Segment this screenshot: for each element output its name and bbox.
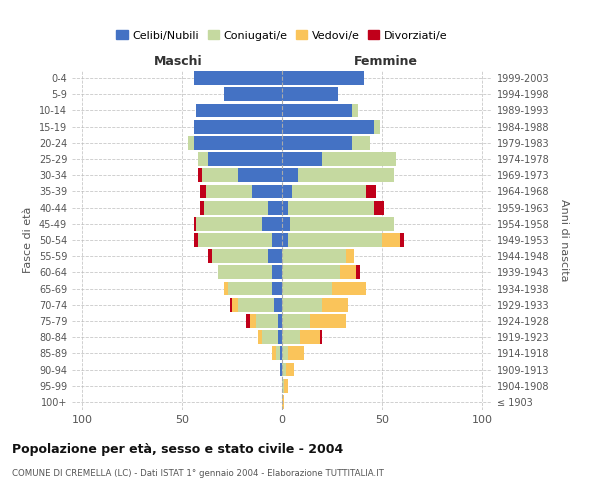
Bar (382, 233, 400, 247)
Bar (272, 266, 282, 280)
Bar (272, 282, 282, 296)
Bar (282, 233, 288, 247)
Bar (282, 152, 322, 166)
Text: Popolazione per età, sesso e stato civile - 2004: Popolazione per età, sesso e stato civil… (12, 442, 343, 456)
Legend: Celibi/Nubili, Coniugati/e, Vedovi/e, Divorziati/e: Celibi/Nubili, Coniugati/e, Vedovi/e, Di… (114, 28, 450, 43)
Bar (276, 346, 280, 360)
Bar (282, 314, 310, 328)
Bar (288, 346, 304, 360)
Bar (224, 88, 282, 101)
Bar (322, 152, 396, 166)
Bar (352, 136, 370, 149)
Bar (208, 250, 212, 263)
Bar (262, 330, 278, 344)
Bar (340, 266, 356, 280)
Bar (298, 168, 394, 182)
Bar (204, 200, 268, 214)
Bar (280, 346, 282, 360)
Bar (322, 298, 348, 312)
Bar (250, 314, 256, 328)
Bar (310, 314, 346, 328)
Bar (282, 120, 374, 134)
Bar (374, 120, 380, 134)
Bar (238, 298, 274, 312)
Bar (194, 233, 198, 247)
Bar (212, 250, 268, 263)
Bar (300, 330, 320, 344)
Bar (282, 88, 338, 101)
Bar (374, 200, 384, 214)
Bar (290, 217, 394, 230)
Bar (282, 168, 298, 182)
Bar (282, 250, 346, 263)
Bar (282, 346, 288, 360)
Bar (194, 217, 196, 230)
Bar (282, 184, 292, 198)
Bar (288, 200, 374, 214)
Bar (202, 168, 238, 182)
Bar (284, 379, 288, 392)
Bar (280, 362, 282, 376)
Bar (218, 266, 272, 280)
Bar (282, 395, 284, 409)
Bar (252, 184, 282, 198)
Bar (272, 346, 276, 360)
Bar (188, 136, 194, 149)
Bar (258, 330, 262, 344)
Bar (224, 282, 228, 296)
Bar (278, 314, 282, 328)
Bar (196, 217, 262, 230)
Bar (320, 330, 322, 344)
Bar (332, 282, 366, 296)
Bar (288, 233, 382, 247)
Bar (196, 104, 282, 118)
Bar (352, 104, 358, 118)
Bar (206, 184, 252, 198)
Bar (230, 298, 232, 312)
Bar (228, 282, 272, 296)
Bar (200, 200, 204, 214)
Bar (282, 217, 290, 230)
Text: COMUNE DI CREMELLA (LC) - Dati ISTAT 1° gennaio 2004 - Elaborazione TUTTITALIA.I: COMUNE DI CREMELLA (LC) - Dati ISTAT 1° … (12, 469, 384, 478)
Bar (198, 233, 272, 247)
Bar (272, 233, 282, 247)
Bar (198, 168, 202, 182)
Bar (278, 330, 282, 344)
Bar (238, 168, 282, 182)
Y-axis label: Anni di nascita: Anni di nascita (559, 198, 569, 281)
Bar (400, 233, 404, 247)
Bar (292, 184, 366, 198)
Bar (198, 152, 208, 166)
Text: Femmine: Femmine (354, 56, 418, 68)
Y-axis label: Fasce di età: Fasce di età (23, 207, 33, 273)
Bar (194, 136, 282, 149)
Bar (268, 250, 282, 263)
Bar (282, 298, 322, 312)
Bar (282, 136, 352, 149)
Bar (194, 120, 282, 134)
Bar (268, 200, 282, 214)
Bar (274, 298, 282, 312)
Bar (256, 314, 278, 328)
Bar (346, 250, 354, 263)
Text: Maschi: Maschi (154, 56, 202, 68)
Bar (232, 298, 238, 312)
Bar (356, 266, 360, 280)
Bar (282, 71, 364, 85)
Bar (282, 379, 284, 392)
Bar (262, 217, 282, 230)
Bar (282, 362, 286, 376)
Bar (208, 152, 282, 166)
Bar (366, 184, 376, 198)
Bar (282, 266, 340, 280)
Bar (194, 71, 282, 85)
Bar (282, 282, 332, 296)
Bar (282, 104, 352, 118)
Bar (282, 200, 288, 214)
Bar (282, 330, 300, 344)
Bar (286, 362, 294, 376)
Bar (246, 314, 250, 328)
Bar (200, 184, 206, 198)
